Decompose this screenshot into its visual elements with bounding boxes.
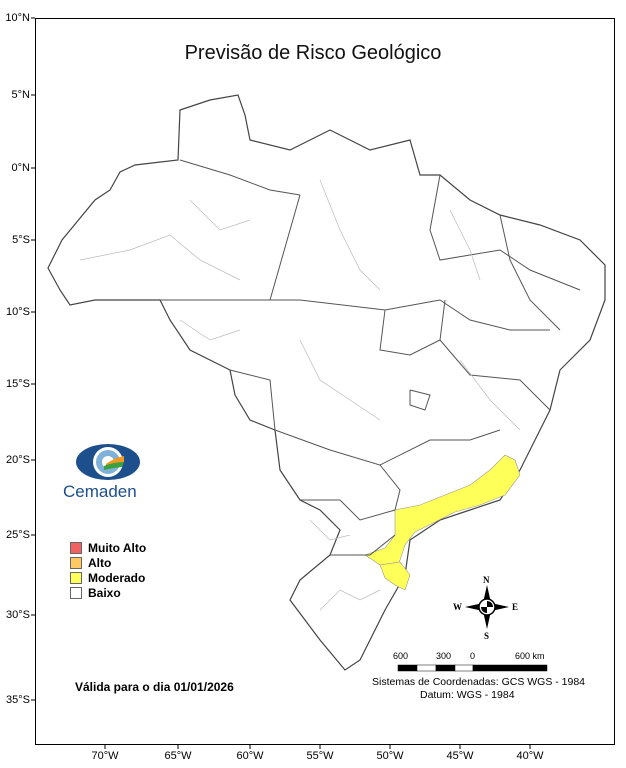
compass-w: W [453,602,462,612]
datum: Datum: WGS - 1984 [420,689,515,701]
legend-item: Moderado [70,571,145,585]
map-title: Previsão de Risco Geológico [184,42,442,64]
legend-item: Alto [70,556,111,570]
map-frame [35,18,615,745]
compass-n: N [483,575,490,585]
compass-s: S [484,631,490,641]
legend-swatch [70,572,82,584]
lat-label: 15°S [6,378,30,390]
cemaden-logo [76,444,140,480]
moderate-risk-area-south [379,561,411,591]
lat-label: 20°S [6,454,30,466]
lat-label: 5°S [12,234,30,246]
lat-label: 0°N [11,162,30,174]
lon-label: 40°W [516,750,544,762]
legend-label: Alto [88,556,112,570]
legend-swatch [70,557,82,569]
scale-bar [397,664,548,672]
lat-label: 10°S [6,306,30,318]
state-borders [160,159,581,556]
lon-label: 45°W [446,750,474,762]
legend-item: Muito Alto [70,541,146,555]
legend-label: Muito Alto [88,541,147,555]
compass-e: E [512,602,519,612]
scale-label: 0 [470,651,476,661]
lat-label: 30°S [6,609,30,621]
compass-rose-icon [465,585,509,629]
scale-label: 600 km [515,651,545,661]
legend-swatch [70,587,82,599]
lon-label: 65°W [164,750,192,762]
lat-label: 35°S [6,694,30,706]
lon-label: 55°W [306,750,334,762]
lon-label: 70°W [91,750,119,762]
lat-label: 10°N [5,12,30,24]
legend-swatch [70,542,82,554]
moderate-risk-area [364,454,521,571]
logo-text: Cemaden [63,482,137,501]
lon-label: 50°W [376,750,404,762]
scale-label: 300 [436,651,452,661]
coordinate-system: Sistemas de Coordenadas: GCS WGS - 1984 [372,676,586,688]
legend-item: Baixo [70,586,121,600]
scale-label: 600 [393,651,409,661]
municipal-borders [79,179,521,611]
brazil-outline [47,94,606,671]
valid-date: Válida para o dia 01/01/2026 [75,680,234,694]
lat-label: 5°N [11,89,30,101]
lon-label: 60°W [236,750,264,762]
lat-label: 25°S [6,529,30,541]
legend-label: Baixo [88,586,121,600]
legend-label: Moderado [88,571,146,585]
